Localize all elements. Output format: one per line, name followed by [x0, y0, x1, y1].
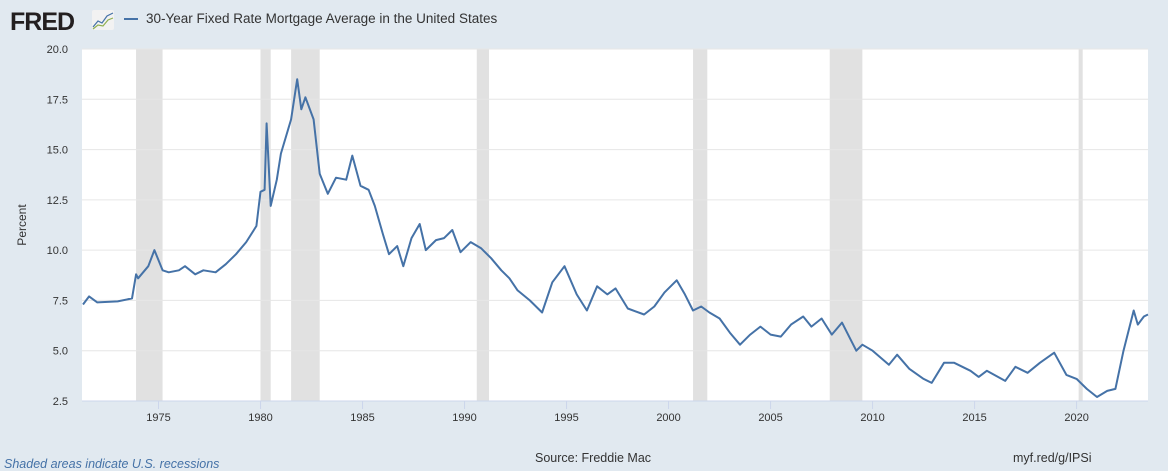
x-tick-label: 1985	[350, 412, 374, 424]
recession-band	[136, 49, 163, 401]
legend: 30-Year Fixed Rate Mortgage Average in t…	[124, 11, 497, 26]
y-tick-label: 5.0	[53, 346, 68, 358]
x-tick-label: 2020	[1064, 412, 1088, 424]
recession-band	[829, 49, 863, 401]
recession-band	[291, 49, 320, 401]
x-tick-label: 2010	[860, 412, 884, 424]
recession-band	[693, 49, 708, 401]
source-text: Source: Freddie Mac	[535, 451, 652, 465]
x-tick-label: 1980	[248, 412, 272, 424]
recession-band	[1078, 49, 1083, 401]
chart-logo-icon	[92, 10, 114, 30]
legend-swatch	[124, 17, 138, 20]
y-tick-label: 12.5	[47, 195, 68, 207]
x-tick-label: 2005	[758, 412, 782, 424]
y-tick-label: 17.5	[47, 94, 68, 106]
legend-label: 30-Year Fixed Rate Mortgage Average in t…	[146, 11, 498, 26]
recession-note[interactable]: Shaded areas indicate U.S. recessions	[4, 457, 220, 471]
y-axis-label: Percent	[15, 204, 29, 246]
y-tick-label: 2.5	[53, 396, 68, 408]
recession-band	[476, 49, 490, 401]
y-tick-label: 15.0	[47, 145, 68, 157]
recession-band	[260, 49, 271, 401]
series-line-mortgage-rate	[82, 78, 1149, 398]
x-tick-label: 1990	[452, 412, 476, 424]
y-tick-label: 10.0	[47, 245, 68, 257]
y-tick-label: 7.5	[53, 295, 68, 307]
plot-area	[82, 49, 1148, 401]
x-tick-label: 1975	[146, 412, 170, 424]
short-url[interactable]: myf.red/g/IPSi	[1013, 451, 1092, 465]
x-tick-label: 2015	[962, 412, 986, 424]
x-tick-label: 1995	[554, 412, 578, 424]
fred-logo[interactable]: FRED	[10, 8, 75, 36]
x-tick-label: 2000	[656, 412, 680, 424]
y-tick-label: 20.0	[47, 44, 68, 56]
